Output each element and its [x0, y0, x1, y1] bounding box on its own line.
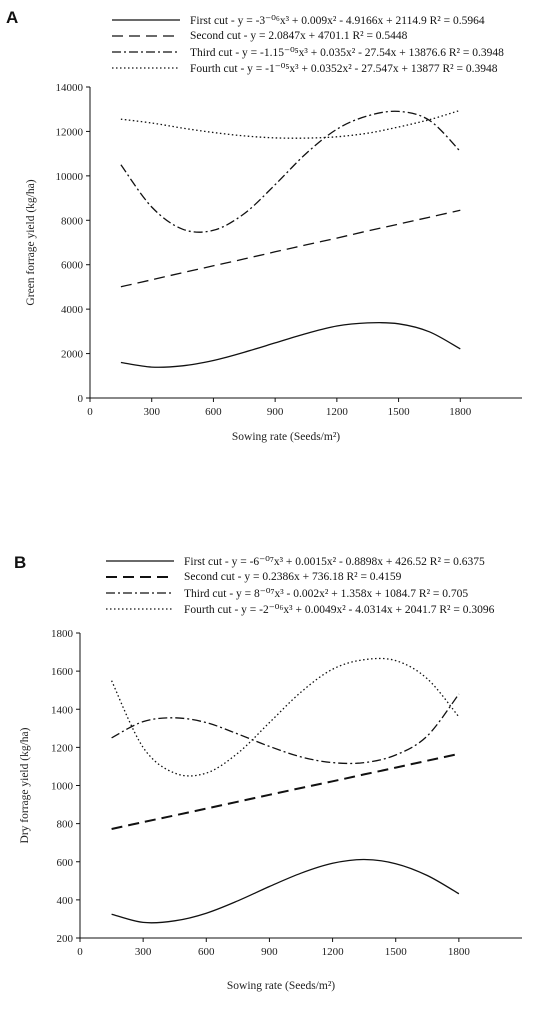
y-tick-label: 200 — [57, 933, 74, 945]
legend-swatch-solid — [106, 560, 174, 562]
legend-swatch-dashdot — [106, 592, 174, 594]
x-axis-title: Sowing rate (Seeds/m²) — [232, 431, 340, 443]
legend-text-second-cut: Second cut - y = 2.0847x + 4701.1 R² = 0… — [190, 30, 408, 42]
x-tick-label: 1800 — [449, 406, 472, 418]
y-tick-label: 6000 — [61, 260, 84, 272]
panel-label-a: A — [6, 8, 19, 27]
legend-swatch-dotted — [106, 608, 174, 610]
series-line-first-cut — [111, 858, 460, 924]
x-tick-label: 0 — [77, 946, 83, 958]
y-tick-label: 1600 — [51, 666, 74, 678]
legend-swatch-dashed — [106, 576, 174, 578]
y-tick-label: 10000 — [56, 171, 84, 183]
legend-text-first-cut: First cut - y = -3⁻⁰⁶x³ + 0.009x² - 4.91… — [190, 15, 485, 27]
chart-panel-b: B First cut - y = -6⁻⁰⁷x³ + 0.0015x² - 0… — [0, 495, 548, 1009]
y-tick-label: 600 — [57, 857, 74, 869]
y-tick-label: 1800 — [51, 628, 74, 640]
y-tick-label: 400 — [57, 895, 74, 907]
y-tick-label: 14000 — [56, 82, 84, 94]
legend-text-fourth-cut: Fourth cut - y = -2⁻⁰⁶x³ + 0.0049x² - 4.… — [184, 604, 495, 616]
series-line-fourth-cut — [120, 109, 461, 139]
x-tick-label: 1200 — [322, 946, 345, 958]
y-tick-label: 1400 — [51, 704, 74, 716]
legend-b: First cut - y = -6⁻⁰⁷x³ + 0.0015x² - 0.8… — [106, 553, 494, 617]
y-tick-label: 8000 — [61, 215, 84, 227]
y-tick-label: 12000 — [56, 126, 84, 138]
x-tick-label: 1500 — [385, 946, 408, 958]
x-tick-label: 900 — [267, 406, 284, 418]
legend-text-third-cut: Third cut - y = 8⁻⁰⁷x³ - 0.002x² + 1.358… — [184, 588, 469, 600]
x-tick-label: 600 — [198, 946, 215, 958]
y-tick-label: 2000 — [61, 349, 84, 361]
legend-swatch-dashed — [112, 35, 180, 37]
series-line-fourth-cut — [111, 657, 460, 777]
legend-text-third-cut: Third cut - y = -1.15⁻⁰⁵x³ + 0.035x² - 2… — [190, 47, 504, 59]
legend-item-third-cut: Third cut - y = -1.15⁻⁰⁵x³ + 0.035x² - 2… — [112, 44, 504, 60]
legend-item-first-cut: First cut - y = -6⁻⁰⁷x³ + 0.0015x² - 0.8… — [106, 553, 494, 569]
plot-area-b: 0 300 600 900 1200 1500 1800 200 400 600 800 1000 12… — [19, 628, 522, 992]
y-tick-label: 4000 — [61, 304, 84, 316]
y-axis-title: Dry forrage yield (kg/ha) — [19, 727, 31, 843]
x-tick-label: 1800 — [448, 946, 471, 958]
legend-text-second-cut: Second cut - y = 0.2386x + 736.18 R² = 0… — [184, 571, 402, 583]
legend-text-first-cut: First cut - y = -6⁻⁰⁷x³ + 0.0015x² - 0.8… — [184, 556, 485, 568]
legend-item-third-cut: Third cut - y = 8⁻⁰⁷x³ - 0.002x² + 1.358… — [106, 585, 494, 601]
x-tick-label: 300 — [135, 946, 152, 958]
y-axis-title: Green forrage yield (kg/ha) — [25, 179, 37, 305]
y-tick-label: 1000 — [51, 781, 74, 793]
legend-item-first-cut: First cut - y = -3⁻⁰⁶x³ + 0.009x² - 4.91… — [112, 12, 504, 28]
series-line-third-cut — [120, 110, 461, 233]
legend-swatch-dashdot — [112, 51, 180, 53]
plot-area-a: 0 300 600 900 1200 1500 1800 0 2000 4000 6000 8000 1… — [25, 82, 522, 443]
y-tick-label: 800 — [57, 819, 74, 831]
series-line-second-cut — [120, 209, 461, 288]
series-line-third-cut — [111, 693, 460, 765]
x-tick-label: 600 — [205, 406, 222, 418]
panel-label-b: B — [14, 553, 27, 572]
x-axis-title: Sowing rate (Seeds/m²) — [227, 980, 335, 992]
legend-item-second-cut: Second cut - y = 2.0847x + 4701.1 R² = 0… — [112, 28, 504, 44]
y-tick-label: 1200 — [51, 742, 74, 754]
legend-swatch-solid — [112, 19, 180, 21]
legend-a: First cut - y = -3⁻⁰⁶x³ + 0.009x² - 4.91… — [112, 12, 504, 76]
x-tick-label: 900 — [261, 946, 278, 958]
y-tick-label: 0 — [78, 393, 84, 405]
x-tick-label: 1500 — [388, 406, 411, 418]
legend-item-second-cut: Second cut - y = 0.2386x + 736.18 R² = 0… — [106, 569, 494, 585]
series-line-second-cut — [111, 752, 460, 830]
legend-text-fourth-cut: Fourth cut - y = -1⁻⁰⁵x³ + 0.0352x² - 27… — [190, 63, 498, 75]
x-tick-label: 0 — [87, 406, 93, 418]
legend-item-fourth-cut: Fourth cut - y = -2⁻⁰⁶x³ + 0.0049x² - 4.… — [106, 601, 494, 617]
x-tick-label: 300 — [143, 406, 160, 418]
legend-item-fourth-cut: Fourth cut - y = -1⁻⁰⁵x³ + 0.0352x² - 27… — [112, 60, 504, 76]
series-line-first-cut — [120, 321, 461, 368]
legend-swatch-dotted — [112, 67, 180, 69]
chart-panel-a: A First cut - y = -3⁻⁰⁶x³ + 0.009x² - 4.… — [0, 0, 548, 495]
x-tick-label: 1200 — [326, 406, 349, 418]
